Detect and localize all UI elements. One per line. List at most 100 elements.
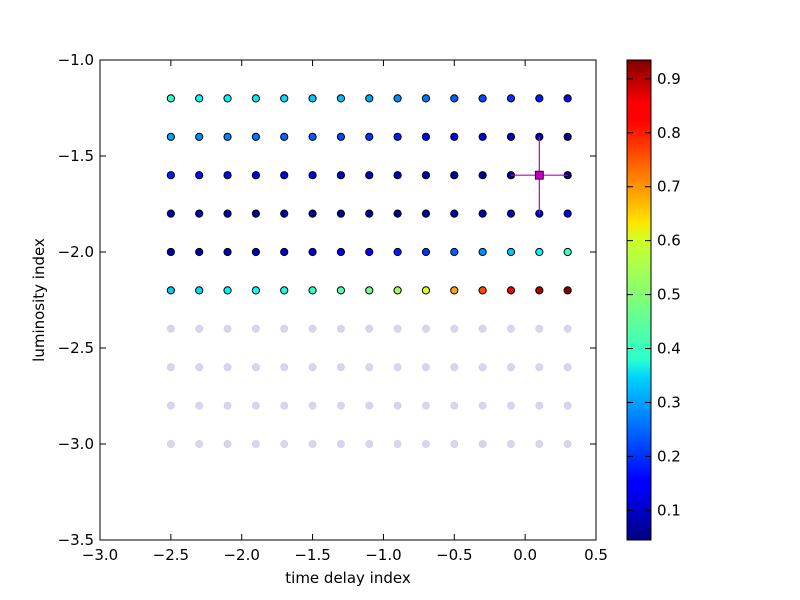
faded-point [166, 401, 175, 410]
data-point [365, 209, 374, 218]
data-point [223, 132, 232, 141]
faded-point [393, 363, 402, 372]
data-point [450, 132, 459, 141]
data-point [166, 209, 175, 218]
data-point [450, 209, 459, 218]
faded-point [365, 440, 374, 448]
x-tick-label: −2.0 [223, 546, 259, 564]
data-point [421, 132, 431, 141]
data-point [421, 209, 431, 218]
data-point [308, 132, 317, 141]
data-point [365, 171, 374, 180]
y-tick-label: −1.0 [58, 51, 94, 69]
colorbar-tick-label: 0.3 [657, 393, 681, 411]
faded-point [450, 401, 459, 410]
data-point [336, 209, 346, 218]
data-point [421, 94, 431, 103]
faded-point [365, 401, 374, 410]
colorbar-gradient [626, 59, 652, 541]
data-point [280, 247, 289, 257]
faded-point [337, 324, 345, 333]
faded-point [563, 363, 572, 372]
highlight-marker-layer [510, 136, 568, 214]
data-point [251, 171, 260, 180]
faded-point [422, 401, 430, 410]
colorbar: 0.1 0.2 0.3 0.4 0.5 0.6 0.7 0.8 0.9 [626, 59, 681, 541]
data-point [393, 209, 402, 218]
faded-point [563, 324, 572, 333]
highlight-marker [534, 170, 544, 180]
x-tick-label: 0.0 [513, 546, 537, 564]
data-point [166, 132, 175, 141]
data-point [393, 94, 402, 103]
data-point [563, 132, 572, 141]
data-point [478, 171, 487, 180]
data-point [166, 286, 175, 295]
faded-point [507, 363, 515, 372]
faded-point [251, 363, 260, 372]
data-point [365, 132, 374, 141]
faded-point [535, 363, 544, 372]
data-point [421, 247, 431, 257]
faded-point [223, 324, 232, 333]
data-point [535, 94, 544, 103]
data-point [280, 209, 289, 218]
y-tick-label: −2.0 [58, 243, 94, 261]
colorbar-tick-label: 0.8 [657, 124, 681, 142]
data-point [195, 209, 204, 218]
faded-point [478, 440, 487, 448]
faded-point [223, 363, 232, 372]
faded-point [251, 401, 260, 410]
data-point [336, 94, 346, 103]
data-point [450, 94, 459, 103]
faded-point [422, 363, 430, 372]
x-tick-label: −3.0 [82, 546, 118, 564]
data-point [223, 286, 232, 295]
faded-point [251, 324, 260, 333]
data-point [506, 132, 516, 141]
data-point [478, 94, 487, 103]
plot-border [99, 59, 597, 541]
data-point [166, 247, 175, 257]
faded-point [166, 324, 175, 333]
data-point [563, 286, 572, 295]
data-point [251, 247, 260, 257]
faded-point [535, 401, 544, 410]
faded-point [308, 401, 317, 410]
data-point [166, 94, 175, 103]
faded-point [365, 363, 374, 372]
faded-point [507, 440, 515, 448]
data-point [251, 286, 260, 295]
x-tick-label: −2.5 [153, 546, 189, 564]
faded-point [166, 363, 175, 372]
y-tick-label: −2.5 [58, 339, 94, 357]
data-point [506, 94, 516, 103]
faded-point [393, 440, 402, 448]
faded-point [223, 440, 232, 448]
colorbar-tick-label: 0.9 [657, 70, 681, 88]
data-point [280, 132, 289, 141]
data-point [251, 94, 260, 103]
faded-points-layer [166, 324, 572, 448]
faded-point [393, 401, 402, 410]
data-point [365, 286, 374, 295]
x-axis-label: time delay index [285, 569, 411, 587]
data-point [506, 209, 516, 218]
data-point [308, 171, 317, 180]
faded-point [308, 324, 317, 333]
faded-point [337, 363, 345, 372]
data-point [478, 247, 487, 257]
data-point [393, 171, 402, 180]
x-axis: −3.0 −2.5 −2.0 −1.5 −1.0 −0.5 0.0 0.5 [82, 60, 608, 564]
data-point [223, 247, 232, 257]
data-point [308, 94, 317, 103]
faded-point [422, 440, 430, 448]
faded-point [450, 440, 459, 448]
data-point [506, 247, 516, 257]
y-axis: −1.0 −1.5 −2.0 −2.5 −3.0 −3.5 [58, 51, 596, 549]
data-point [223, 94, 232, 103]
colorbar-tick-label: 0.4 [657, 340, 681, 358]
data-point [393, 286, 402, 295]
data-point [365, 94, 374, 103]
